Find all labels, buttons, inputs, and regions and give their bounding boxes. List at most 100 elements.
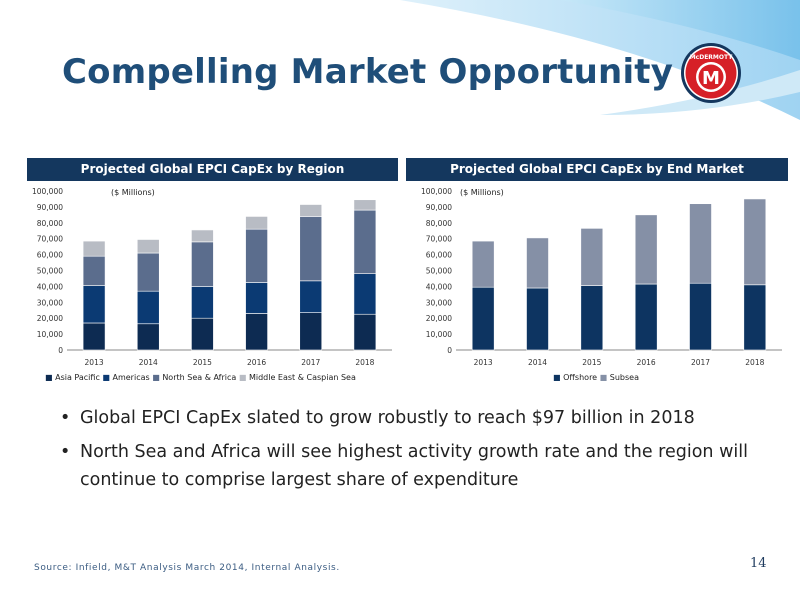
legend-swatch: ■ <box>597 373 607 382</box>
bar-offshore-2017 <box>689 282 712 351</box>
bar-subsea-2018 <box>743 198 767 286</box>
bar-north-sea-and-africa-2017 <box>299 216 323 282</box>
y-tick-label: 70,000 <box>37 235 63 244</box>
bar-asia-pacific-2018 <box>353 313 377 351</box>
bar-americas-2013 <box>82 285 106 324</box>
bar-americas-2017 <box>299 280 323 313</box>
bar-americas-2014 <box>136 290 160 325</box>
region-capex-chart: 0 10,000 20,000 30,000 40,000 50,000 60,000 70,… <box>32 187 392 382</box>
bullet-point: North Sea and Africa will see highest ac… <box>60 438 760 494</box>
bar-subsea-2017 <box>689 203 712 284</box>
logo-letter: M <box>702 68 720 89</box>
bar-asia-pacific-2014 <box>136 323 160 351</box>
bar-middle-east-and-caspian-sea-2014 <box>136 239 160 254</box>
key-points-list: Global EPCI CapEx slated to grow robustl… <box>60 404 760 500</box>
y-tick-label: 60,000 <box>37 251 63 260</box>
y-tick-label: 90,000 <box>37 203 63 212</box>
legend-entry-middle-east-and-caspian-sea: Middle East & Caspian Sea <box>246 373 356 382</box>
x-tick-label: 2015 <box>582 358 601 367</box>
end-market-chart-header: Projected Global EPCI CapEx by End Marke… <box>406 158 788 181</box>
bar-subsea-2015 <box>580 228 604 286</box>
y-tick-label: 0 <box>447 346 452 355</box>
source-note: Source: Infield, M&T Analysis March 2014… <box>34 563 340 573</box>
x-tick-label: 2013 <box>474 358 493 367</box>
bar-offshore-2013 <box>471 286 495 351</box>
y-tick-label: 100,000 <box>32 187 63 196</box>
bar-middle-east-and-caspian-sea-2013 <box>82 240 106 257</box>
y-tick-label: 20,000 <box>37 314 63 323</box>
unit-label: ($ Millions) <box>111 188 155 197</box>
x-tick-label: 2018 <box>745 358 764 367</box>
bar-subsea-2016 <box>634 214 658 285</box>
x-tick-label: 2015 <box>193 358 212 367</box>
x-tick-label: 2014 <box>139 358 158 367</box>
bar-subsea-2014 <box>526 237 549 289</box>
bar-asia-pacific-2016 <box>245 313 268 351</box>
x-tick-label: 2013 <box>85 358 104 367</box>
bar-middle-east-and-caspian-sea-2017 <box>299 204 323 217</box>
y-tick-label: 60,000 <box>426 251 452 260</box>
chart-legend: ■ Asia Pacific ■ Americas ■ North Sea & … <box>45 373 356 382</box>
x-tick-label: 2016 <box>637 358 656 367</box>
x-tick-label: 2016 <box>247 358 266 367</box>
x-tick-label: 2018 <box>355 358 374 367</box>
bar-north-sea-and-africa-2014 <box>136 252 160 292</box>
y-tick-label: 90,000 <box>426 203 452 212</box>
page-number: 14 <box>750 556 767 571</box>
bar-asia-pacific-2017 <box>299 312 323 351</box>
legend-entry-subsea: Subsea <box>607 373 639 382</box>
legend-entry-americas: Americas <box>110 373 150 382</box>
y-tick-label: 50,000 <box>426 267 452 276</box>
x-tick-label: 2014 <box>528 358 547 367</box>
legend-entry-asia-pacific: Asia Pacific <box>53 373 100 382</box>
legend-swatch: ■ <box>100 373 110 382</box>
bar-americas-2018 <box>353 273 377 315</box>
end-market-capex-chart: 0 10,000 20,000 30,000 40,000 50,000 60,000 70,… <box>421 187 782 382</box>
y-tick-label: 0 <box>58 346 63 355</box>
legend-swatch: ■ <box>553 373 561 382</box>
y-tick-label: 80,000 <box>426 219 452 228</box>
y-tick-label: 40,000 <box>426 282 452 291</box>
bar-offshore-2014 <box>526 287 549 351</box>
y-tick-label: 80,000 <box>37 219 63 228</box>
x-tick-label: 2017 <box>691 358 710 367</box>
bar-americas-2016 <box>245 282 268 314</box>
legend-entry-north-sea-and-africa: North Sea & Africa <box>160 373 237 382</box>
legend-entry-offshore: Offshore <box>561 373 598 382</box>
header-swoosh-decoration <box>400 0 800 120</box>
bullet-point: Global EPCI CapEx slated to grow robustl… <box>60 404 760 432</box>
bar-middle-east-and-caspian-sea-2018 <box>353 199 377 211</box>
y-tick-label: 10,000 <box>37 330 63 339</box>
y-tick-label: 100,000 <box>421 187 452 196</box>
legend-swatch: ■ <box>150 373 160 382</box>
bar-subsea-2013 <box>471 240 495 288</box>
region-chart-header: Projected Global EPCI CapEx by Region <box>27 158 398 181</box>
y-tick-label: 40,000 <box>37 282 63 291</box>
unit-label: ($ Millions) <box>460 188 504 197</box>
y-tick-label: 10,000 <box>426 330 452 339</box>
y-tick-label: 50,000 <box>37 267 63 276</box>
bar-asia-pacific-2015 <box>191 317 214 351</box>
chart-legend: ■ Offshore ■ Subsea <box>553 373 639 382</box>
page-title: Compelling Market Opportunity <box>62 52 674 92</box>
mcdermott-logo: McDERMOTT M <box>681 43 741 103</box>
legend-swatch: ■ <box>236 373 246 382</box>
x-tick-label: 2017 <box>301 358 320 367</box>
bar-north-sea-and-africa-2013 <box>82 255 106 286</box>
bar-asia-pacific-2013 <box>82 322 106 351</box>
bar-offshore-2016 <box>634 283 658 351</box>
bar-middle-east-and-caspian-sea-2016 <box>245 216 268 230</box>
y-tick-label: 30,000 <box>426 298 452 307</box>
y-tick-label: 30,000 <box>37 298 63 307</box>
logo-wordmark: McDERMOTT <box>690 54 734 61</box>
y-tick-label: 20,000 <box>426 314 452 323</box>
bar-middle-east-and-caspian-sea-2015 <box>191 229 214 243</box>
bar-offshore-2015 <box>580 285 604 351</box>
bar-north-sea-and-africa-2016 <box>245 228 268 283</box>
legend-swatch: ■ <box>45 373 53 382</box>
bar-offshore-2018 <box>743 284 767 351</box>
bar-north-sea-and-africa-2015 <box>191 241 214 287</box>
y-tick-label: 70,000 <box>426 235 452 244</box>
bar-north-sea-and-africa-2018 <box>353 209 377 274</box>
bar-americas-2015 <box>191 286 214 319</box>
